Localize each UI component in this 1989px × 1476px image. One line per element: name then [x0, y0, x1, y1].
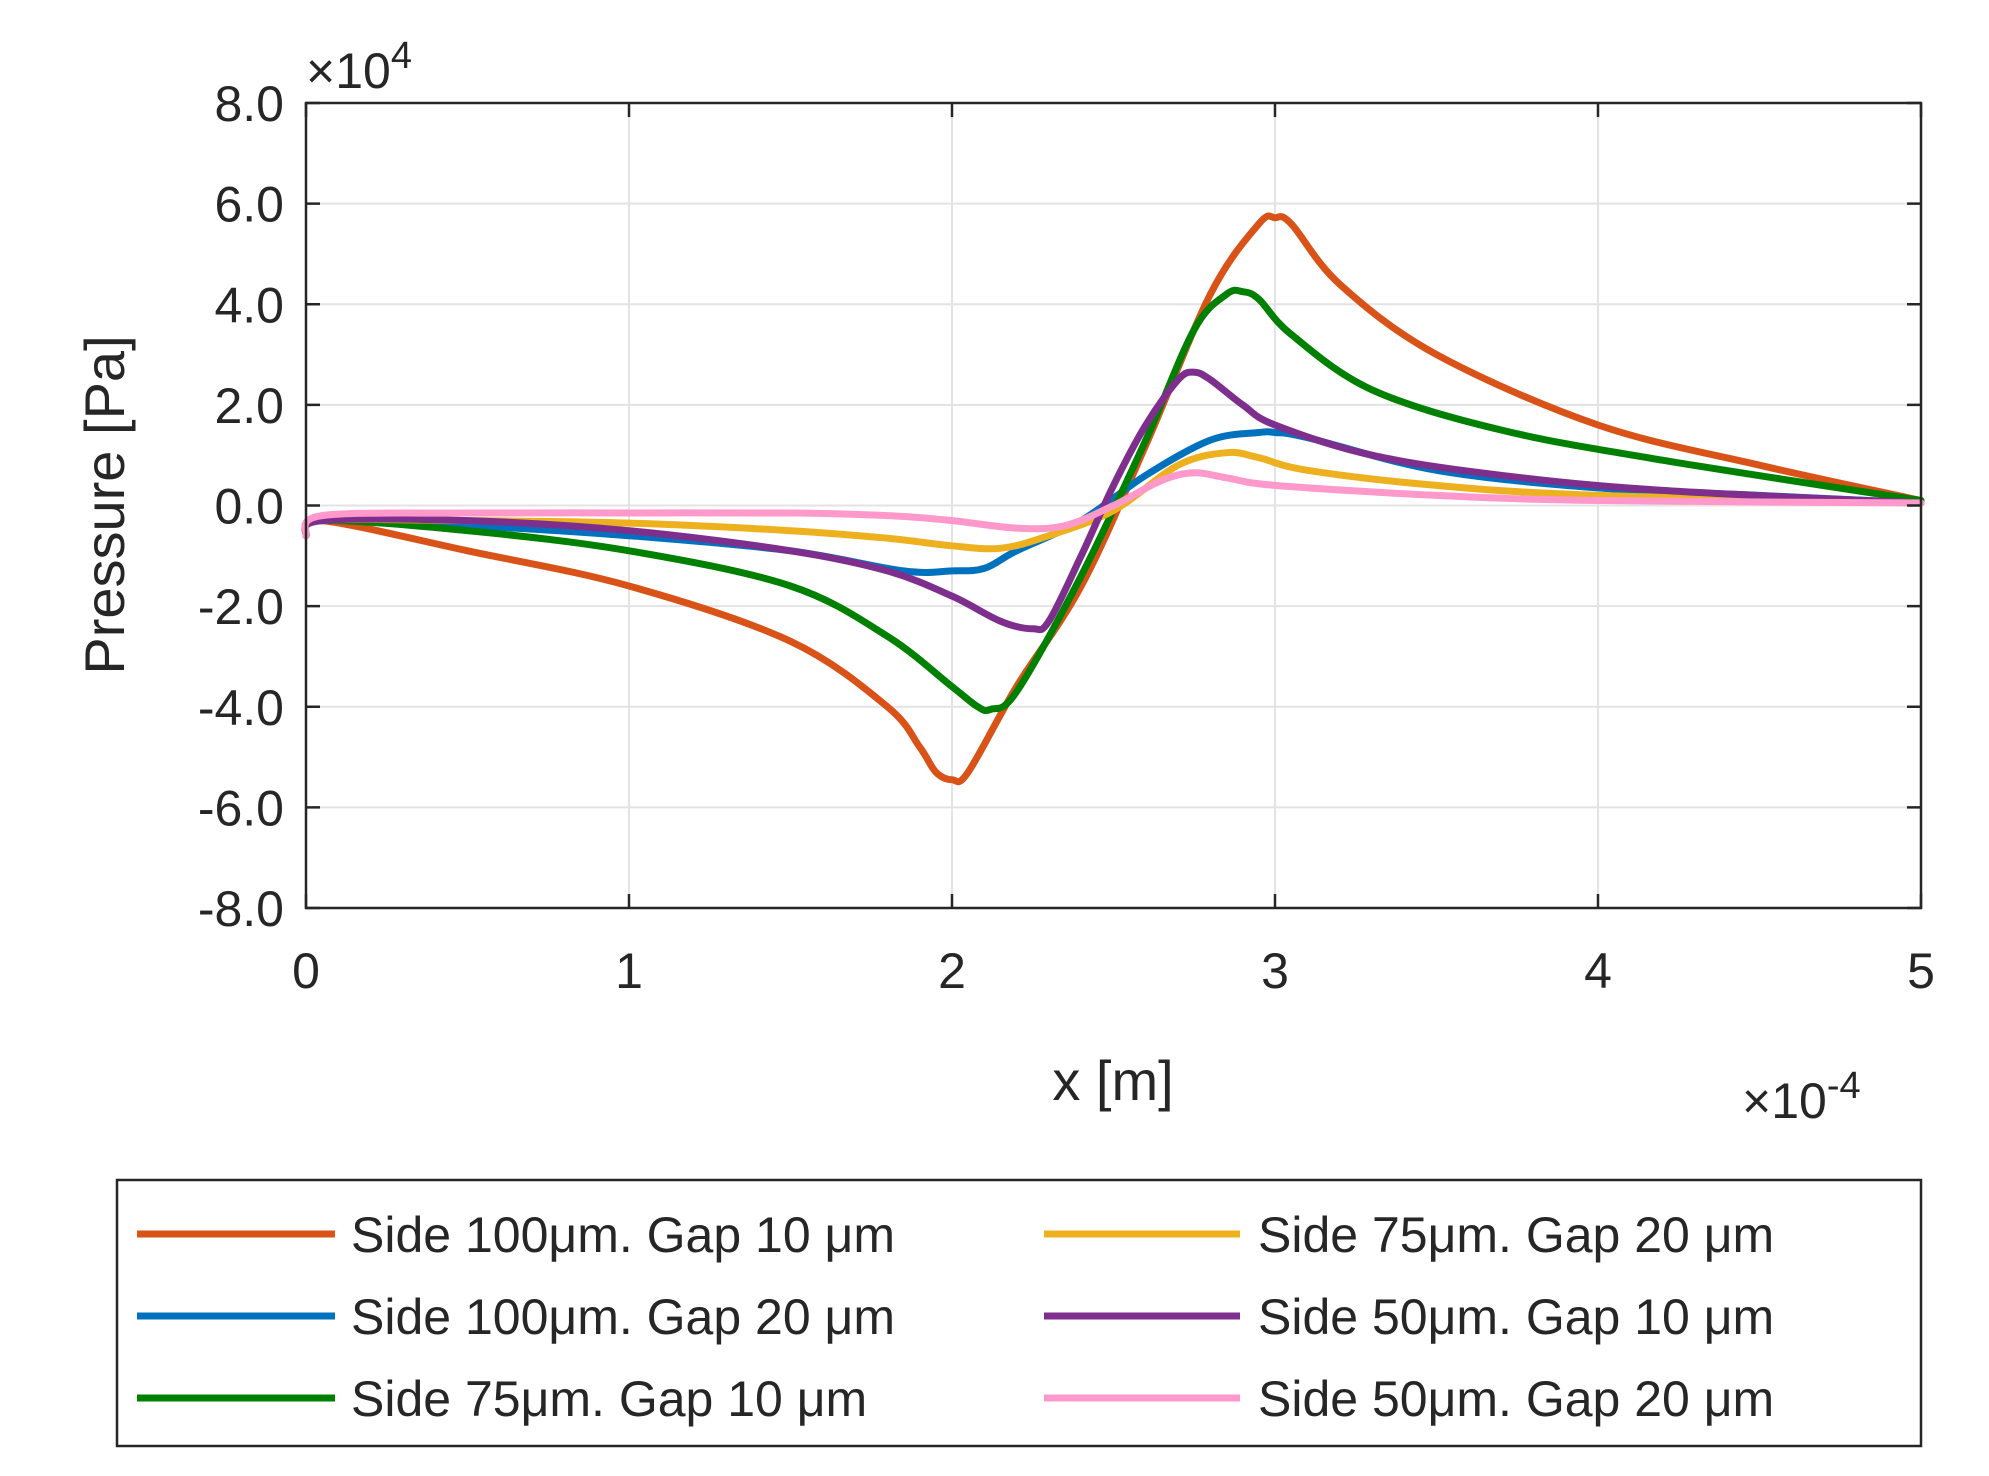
x-tick-label: 5 — [1907, 943, 1935, 999]
y-tick-label: 0.0 — [214, 479, 284, 535]
legend-label-6: Side 50μm. Gap 20 μm — [1258, 1371, 1774, 1427]
x-tick-label: 4 — [1584, 943, 1612, 999]
x-tick-label: 2 — [938, 943, 966, 999]
legend-label-5: Side 50μm. Gap 10 μm — [1258, 1289, 1774, 1345]
x-multiplier: ×10-4 — [1742, 1065, 1861, 1129]
series-line-6 — [301, 469, 1925, 540]
y-multiplier-exponent: 4 — [391, 35, 412, 77]
y-multiplier-base: 10 — [335, 43, 391, 99]
series-line-1 — [301, 212, 1925, 786]
tick-labels: 0 1 2 3 4 5 8.0 6.0 4.0 2.0 0.0 -2.0 -4.0 -6.0 -8.0 — [198, 76, 1935, 999]
legend-label-2: Side 100μm. Gap 20 μm — [351, 1289, 895, 1345]
legend-label-4: Side 75μm. Gap 20 μm — [1258, 1207, 1774, 1263]
y-axis-label: Pressure [Pa] — [73, 335, 136, 674]
y-tick-label: -6.0 — [198, 780, 284, 836]
legend-label-3: Side 75μm. Gap 10 μm — [351, 1371, 867, 1427]
y-tick-label: 8.0 — [214, 76, 284, 132]
x-multiplier-exponent: -4 — [1827, 1065, 1861, 1107]
legend: Side 100μm. Gap 10 μm Side 100μm. Gap 20 … — [115, 1178, 1923, 1448]
x-tick-label: 0 — [292, 943, 320, 999]
series-line-3 — [301, 286, 1925, 715]
y-tick-label: -4.0 — [198, 680, 284, 736]
legend-box — [115, 1178, 1923, 1448]
series-lines — [301, 212, 1925, 786]
y-multiplier: ×104 — [306, 35, 412, 99]
y-tick-label: 4.0 — [214, 277, 284, 333]
tick-marks — [304, 101, 1923, 910]
x-tick-label: 3 — [1261, 943, 1289, 999]
x-axis-label: x [m] — [1052, 1049, 1173, 1112]
y-tick-label: 6.0 — [214, 177, 284, 233]
y-tick-label: -8.0 — [198, 881, 284, 937]
y-tick-label: 2.0 — [214, 378, 284, 434]
legend-label-1: Side 100μm. Gap 10 μm — [351, 1207, 895, 1263]
x-multiplier-base: 10 — [1771, 1073, 1827, 1129]
x-tick-label: 1 — [615, 943, 643, 999]
y-tick-label: -2.0 — [198, 579, 284, 635]
